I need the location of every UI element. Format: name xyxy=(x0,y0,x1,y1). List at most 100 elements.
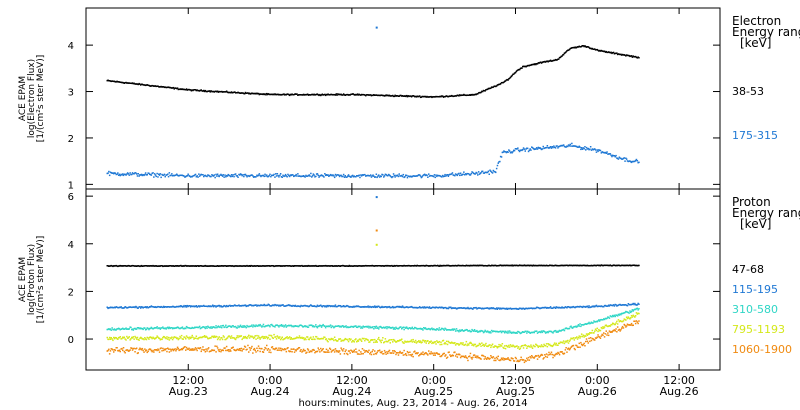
data-point xyxy=(150,326,153,329)
data-point xyxy=(380,352,382,354)
data-point xyxy=(369,339,372,342)
data-point xyxy=(423,307,425,309)
data-point xyxy=(469,174,472,176)
data-point xyxy=(114,329,117,331)
data-point xyxy=(552,332,554,334)
data-point xyxy=(412,355,414,358)
data-point xyxy=(597,334,599,336)
data-point xyxy=(542,61,544,63)
data-point xyxy=(409,176,411,178)
data-point xyxy=(312,94,315,96)
data-point xyxy=(186,336,189,339)
data-point xyxy=(252,265,254,267)
data-point xyxy=(182,305,184,308)
data-point xyxy=(596,264,598,266)
data-point xyxy=(441,343,443,346)
data-point xyxy=(138,82,140,85)
data-point xyxy=(430,340,432,342)
data-point xyxy=(182,265,184,267)
data-point xyxy=(279,325,282,327)
data-point xyxy=(570,264,572,267)
data-point xyxy=(339,305,342,307)
data-point xyxy=(609,304,612,306)
data-point xyxy=(419,340,422,342)
data-point xyxy=(204,174,207,177)
data-point xyxy=(508,78,510,80)
data-point xyxy=(184,88,186,91)
data-point xyxy=(349,352,351,354)
data-point xyxy=(521,331,523,334)
data-point xyxy=(130,338,132,340)
data-point xyxy=(603,318,606,321)
data-point xyxy=(579,46,581,48)
data-point xyxy=(447,95,450,98)
data-point xyxy=(579,346,581,348)
data-point xyxy=(232,325,234,327)
data-point xyxy=(507,264,509,267)
data-point xyxy=(410,265,413,267)
data-point xyxy=(147,265,149,267)
data-point xyxy=(427,328,429,330)
data-point xyxy=(567,145,569,148)
data-point xyxy=(224,174,226,176)
data-point xyxy=(130,173,132,176)
data-point xyxy=(170,87,172,89)
data-point xyxy=(603,50,605,53)
data-point xyxy=(351,265,354,267)
data-point xyxy=(621,304,624,306)
data-point xyxy=(470,264,472,267)
data-point xyxy=(513,360,515,362)
data-point xyxy=(632,314,634,317)
data-point xyxy=(461,355,463,358)
data-point xyxy=(549,146,551,149)
data-point xyxy=(401,306,403,309)
data-point xyxy=(350,349,352,351)
data-point xyxy=(451,328,454,330)
data-point xyxy=(561,351,563,353)
data-point xyxy=(392,95,395,98)
data-point xyxy=(246,92,248,94)
data-point xyxy=(200,173,202,176)
data-point xyxy=(149,265,151,267)
data-point xyxy=(145,84,148,86)
data-point xyxy=(548,147,550,149)
data-point xyxy=(341,265,343,267)
data-point xyxy=(544,331,546,333)
data-point xyxy=(351,325,353,328)
data-point xyxy=(161,327,163,329)
data-point xyxy=(188,174,190,177)
data-point xyxy=(163,86,166,89)
data-point xyxy=(578,335,580,337)
data-point xyxy=(122,337,125,339)
data-point xyxy=(334,304,337,306)
data-point xyxy=(155,306,157,309)
data-point xyxy=(197,338,199,340)
data-point xyxy=(262,351,265,353)
data-point xyxy=(290,265,292,267)
data-point xyxy=(202,305,204,307)
data-point xyxy=(452,174,454,176)
data-point xyxy=(212,305,215,308)
data-point xyxy=(418,340,420,342)
data-point xyxy=(600,49,603,52)
data-point xyxy=(631,160,634,163)
data-point xyxy=(538,356,540,358)
data-point xyxy=(355,93,357,96)
data-point xyxy=(604,333,607,335)
data-point xyxy=(160,327,162,329)
data-point xyxy=(120,306,122,308)
data-point xyxy=(526,330,529,333)
data-point xyxy=(622,327,625,329)
data-point xyxy=(464,307,467,310)
data-point xyxy=(632,160,634,163)
data-point xyxy=(548,351,550,354)
data-point xyxy=(314,338,316,341)
data-point xyxy=(136,83,139,85)
data-point xyxy=(561,306,563,308)
data-point xyxy=(350,176,352,178)
data-point xyxy=(433,96,436,98)
data-point xyxy=(191,334,193,337)
data-point xyxy=(265,265,267,267)
data-point xyxy=(179,349,181,351)
data-point xyxy=(554,147,557,149)
